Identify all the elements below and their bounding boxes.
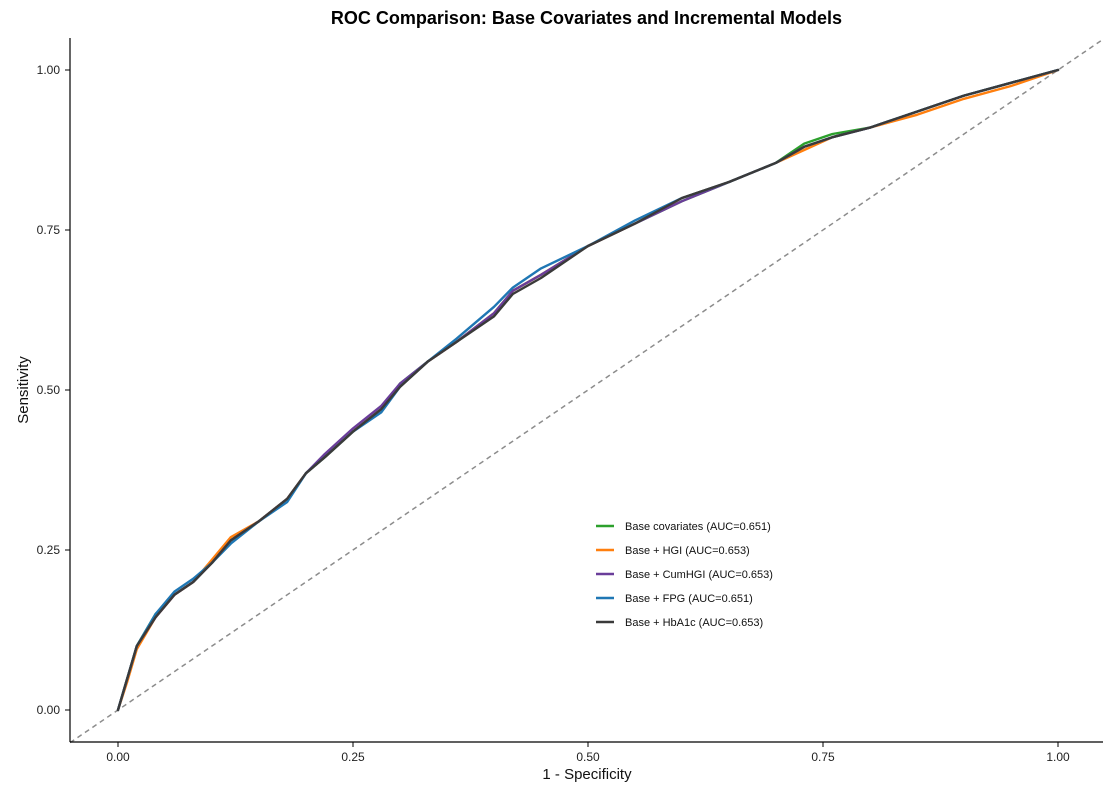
series-line-5 <box>116 68 1060 712</box>
reference-layer <box>69 38 1103 744</box>
y-axis-title: Sensitivity <box>15 356 32 424</box>
x-tick-label: 1.00 <box>1046 750 1070 764</box>
x-tick-label: 0.75 <box>811 750 835 764</box>
y-tick-label: 0.25 <box>37 543 61 557</box>
x-tick-label: 0.50 <box>576 750 600 764</box>
reference-diagonal-line <box>69 38 1103 744</box>
legend-label-2: Base + HGI (AUC=0.653) <box>625 545 750 557</box>
y-tick-label: 1.00 <box>37 63 61 77</box>
y-tick-label: 0.00 <box>37 703 61 717</box>
axes-layer <box>69 38 1103 743</box>
legend: Base covariates (AUC=0.651) Base + HGI (A… <box>596 521 773 629</box>
x-axis-title: 1 - Specificity <box>542 766 632 783</box>
legend-label-1: Base covariates (AUC=0.651) <box>625 521 771 533</box>
y-tick-label: 0.50 <box>37 383 61 397</box>
chart-title: ROC Comparison: Base Covariates and Incr… <box>330 8 843 28</box>
legend-label-3: Base + CumHGI (AUC=0.653) <box>625 569 773 581</box>
y-tick-label: 0.75 <box>37 223 61 237</box>
x-tick-label: 0.00 <box>106 750 130 764</box>
series-layer <box>116 68 1060 712</box>
y-ticks: 0.00 0.25 0.50 0.75 1.00 <box>37 63 70 717</box>
x-tick-label: 0.25 <box>341 750 365 764</box>
x-ticks: 0.00 0.25 0.50 0.75 1.00 <box>106 742 1070 764</box>
legend-label-4: Base + FPG (AUC=0.651) <box>625 593 753 605</box>
legend-label-5: Base + HbA1c (AUC=0.653) <box>625 617 763 629</box>
